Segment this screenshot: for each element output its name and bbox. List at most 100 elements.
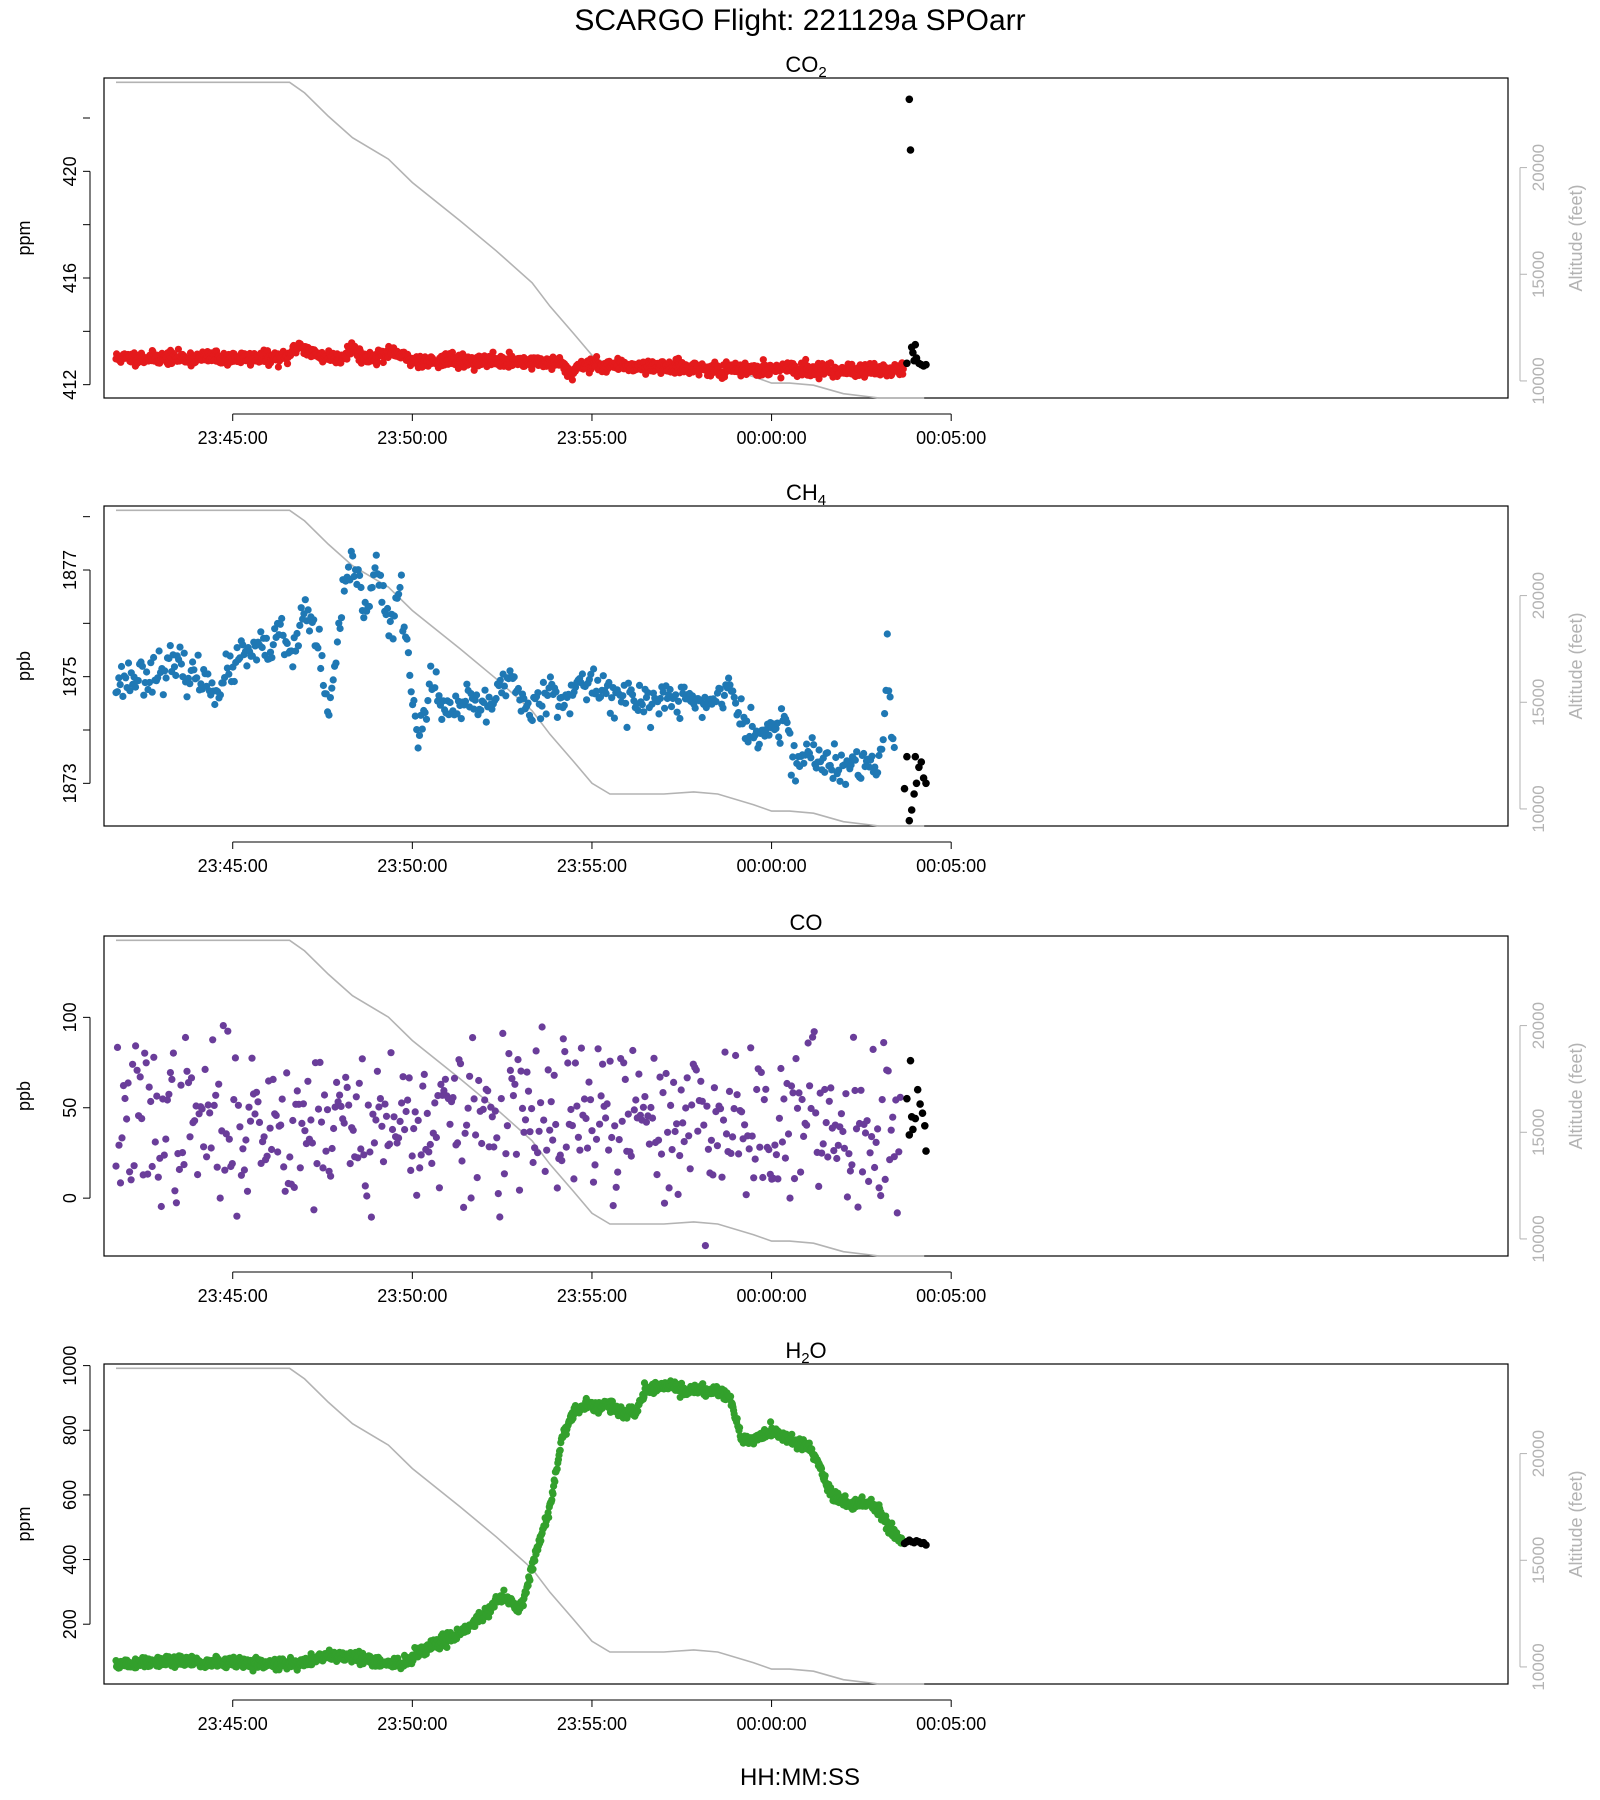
data-point xyxy=(317,1118,326,1126)
data-point xyxy=(851,1086,859,1095)
data-point xyxy=(172,671,180,680)
data-point xyxy=(456,1060,465,1068)
x-tick-label: 23:50:00 xyxy=(377,856,447,876)
data-point xyxy=(792,1055,800,1063)
data-point xyxy=(333,638,341,646)
data-point xyxy=(552,1120,560,1129)
data-point xyxy=(812,764,820,772)
data-point xyxy=(725,1087,734,1095)
data-point xyxy=(453,1139,462,1147)
data-point xyxy=(853,748,861,756)
data-point xyxy=(884,1067,892,1075)
x-tick-label: 00:00:00 xyxy=(737,1714,807,1734)
data-point xyxy=(319,1164,327,1172)
data-point xyxy=(126,1168,134,1176)
data-point xyxy=(830,1147,838,1155)
data-point xyxy=(810,741,818,749)
data-point xyxy=(537,715,545,723)
data-point xyxy=(632,1096,640,1104)
data-point xyxy=(370,1139,378,1147)
data-point xyxy=(680,683,688,691)
data-point xyxy=(140,691,148,699)
data-point xyxy=(268,1145,276,1154)
data-point xyxy=(703,1102,711,1110)
data-point xyxy=(588,1127,596,1135)
y2-axis-label: Altitude (feet) xyxy=(1566,184,1586,291)
data-point xyxy=(730,693,738,701)
data-point xyxy=(751,1155,759,1163)
x-tick-label: 23:50:00 xyxy=(377,1714,447,1734)
data-point xyxy=(618,1117,626,1125)
data-point xyxy=(112,1162,120,1170)
data-point xyxy=(204,670,212,678)
data-point xyxy=(716,685,724,693)
data-point xyxy=(212,1091,220,1099)
data-point xyxy=(546,673,555,681)
data-point xyxy=(269,641,277,649)
data-point xyxy=(496,1213,504,1221)
data-point xyxy=(599,672,607,680)
data-point xyxy=(404,649,412,657)
data-point xyxy=(150,1053,158,1061)
data-point xyxy=(655,710,663,718)
data-point xyxy=(344,563,353,571)
data-point xyxy=(538,702,546,710)
data-point xyxy=(832,753,840,762)
data-point xyxy=(760,1096,768,1104)
data-point xyxy=(725,674,733,682)
data-point xyxy=(189,658,197,666)
data-point xyxy=(136,1073,144,1081)
x-tick-label: 00:00:00 xyxy=(737,428,807,448)
data-point xyxy=(620,1059,628,1067)
data-point xyxy=(833,1154,841,1163)
plot-frame xyxy=(103,77,1509,399)
x-tick-label: 23:45:00 xyxy=(198,1286,268,1306)
y-tick-label: 400 xyxy=(60,1545,80,1575)
data-point xyxy=(747,1044,755,1052)
data-point xyxy=(159,691,167,699)
data-point xyxy=(464,1104,472,1112)
data-point xyxy=(857,1086,865,1094)
final-point xyxy=(906,146,915,154)
data-point xyxy=(886,693,894,701)
data-point xyxy=(488,1113,496,1121)
data-point xyxy=(548,1496,556,1504)
data-point xyxy=(787,1082,796,1090)
data-point xyxy=(318,652,326,660)
data-point xyxy=(564,1059,572,1067)
data-point xyxy=(432,1133,440,1142)
data-point xyxy=(117,662,126,671)
data-point xyxy=(733,1091,741,1099)
data-point xyxy=(458,1157,466,1165)
data-point xyxy=(512,1150,521,1158)
data-point xyxy=(191,1117,199,1125)
data-point xyxy=(866,1149,874,1157)
data-point xyxy=(286,1153,294,1161)
data-point xyxy=(497,1095,505,1103)
data-point xyxy=(815,1182,823,1190)
x-tick-label: 00:00:00 xyxy=(737,1286,807,1306)
data-point xyxy=(529,1565,537,1573)
data-point xyxy=(454,364,462,372)
data-point xyxy=(411,1108,419,1116)
data-point xyxy=(176,643,184,651)
data-point xyxy=(875,1184,883,1192)
data-point xyxy=(744,738,752,746)
data-point xyxy=(596,693,605,701)
y-tick-label: 100 xyxy=(60,1002,80,1032)
data-point xyxy=(183,1067,191,1075)
panel-title-suffix: O xyxy=(810,1338,827,1363)
data-point xyxy=(119,692,127,701)
data-point xyxy=(406,671,414,680)
data-point xyxy=(472,1131,480,1139)
data-point xyxy=(545,1513,553,1522)
data-point xyxy=(461,1129,469,1137)
data-point xyxy=(477,706,485,714)
data-point xyxy=(254,1098,262,1106)
data-point xyxy=(278,614,286,623)
data-point xyxy=(255,1118,264,1126)
data-point xyxy=(720,691,729,700)
data-point xyxy=(277,1121,285,1129)
final-point xyxy=(903,1094,911,1103)
data-point xyxy=(432,668,440,676)
